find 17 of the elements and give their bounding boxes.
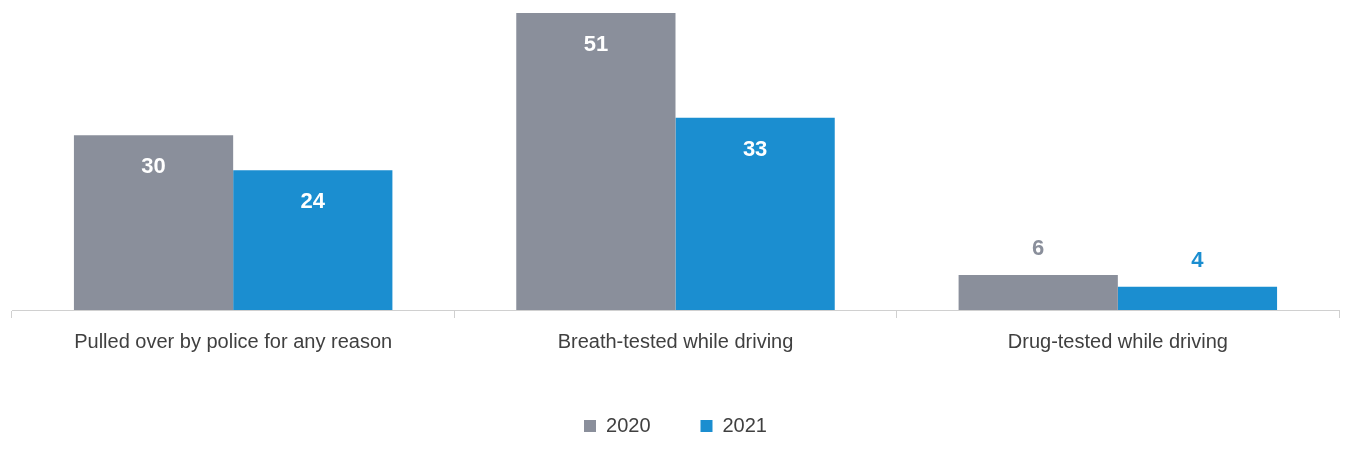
data-label: 33 — [742, 135, 768, 161]
bar — [73, 135, 234, 310]
data-label: 6 — [1032, 235, 1045, 261]
x-tick-label: Drug-tested while driving — [1007, 329, 1228, 352]
bar — [958, 275, 1118, 310]
x-tick-label: Breath-tested while driving — [557, 329, 794, 352]
legend-label: 2021 — [722, 413, 767, 436]
data-label: 4 — [1191, 246, 1205, 272]
legend-label: 2020 — [606, 413, 651, 436]
x-tick-label: Pulled over by police for any reason — [74, 329, 393, 352]
data-label: 30 — [141, 153, 166, 179]
data-label: 24 — [300, 188, 326, 214]
data-label: 51 — [583, 31, 609, 57]
bar — [516, 13, 676, 310]
bar — [1117, 286, 1278, 310]
bar — [233, 170, 393, 310]
bar — [675, 117, 835, 310]
